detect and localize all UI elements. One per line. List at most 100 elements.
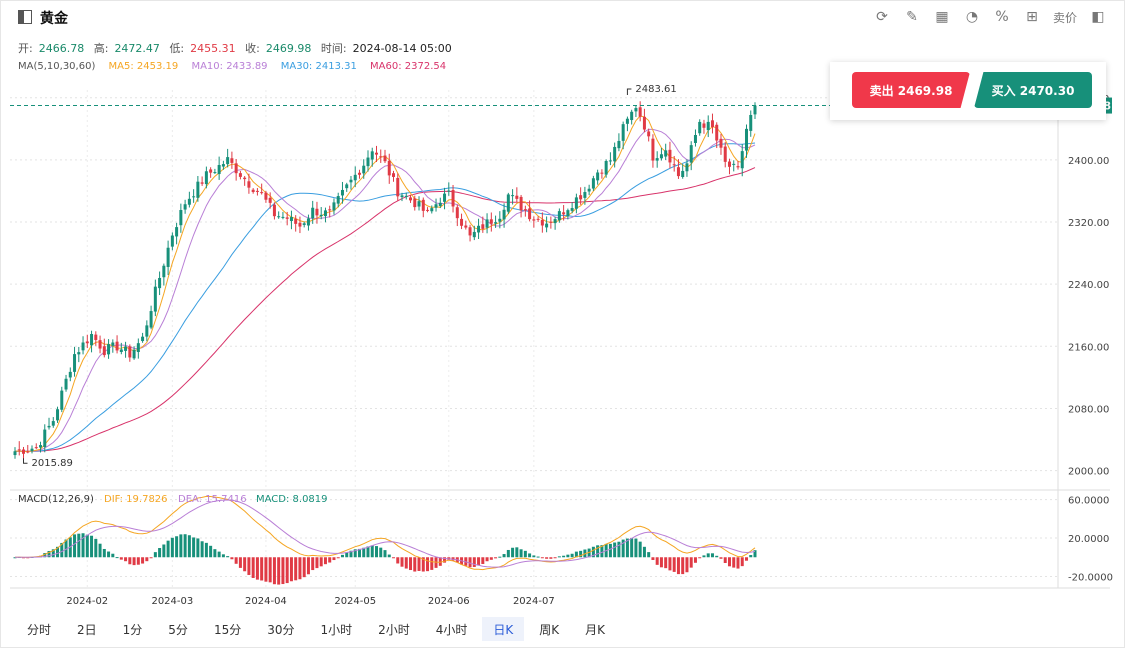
candle-body [625,118,629,124]
tab-6[interactable]: 1小时 [320,622,353,637]
tab-8[interactable]: 4小时 [435,622,468,637]
candle-body [260,192,264,194]
candle-body [192,196,196,198]
low-value: 2455.31 [190,42,236,55]
price-type-toggle[interactable]: 卖价 [1052,10,1077,25]
candle-body [387,160,391,176]
panel-toggle-icon[interactable] [18,10,32,24]
candle-body [579,195,583,200]
candle-body [94,334,98,340]
candle-body [604,160,608,175]
macd-bar [243,557,247,572]
macd-bar [226,556,230,558]
macd-bar [676,557,680,575]
candle-body [472,231,476,238]
macd-bar [672,557,676,572]
ma10-line [14,128,756,452]
tab-0[interactable]: 分时 [27,622,52,637]
candle-body [85,341,89,344]
candle-body [659,154,663,159]
candle-body [357,172,361,175]
macd-bar [209,545,213,558]
macd-bar [170,537,174,558]
macd-bar [136,557,140,565]
buy-button[interactable]: 买入 2470.30 [974,72,1092,108]
candle-body [111,342,115,346]
candle-body [306,218,310,226]
macd-bar [494,557,498,559]
tab-4[interactable]: 15分 [213,622,242,637]
macd-bar [625,538,629,558]
candle-body [413,198,417,208]
macd-bar [562,555,566,558]
refresh-icon[interactable]: ⟳ [876,9,888,25]
candle-body [124,346,128,351]
pie-chart-icon[interactable]: ◔ [965,9,979,25]
macd-bar [323,557,327,565]
macd-bar [600,545,604,558]
candle-body [468,227,472,236]
macd-bar [238,557,242,568]
candle-body [230,158,234,163]
macd-bar [230,557,234,560]
draw-tool-icon[interactable]: ✎ [906,9,918,25]
fullscreen-icon[interactable]: ◧ [1091,9,1105,25]
macd-bar [149,557,153,559]
tab-3[interactable]: 5分 [168,622,188,637]
macd-bar [353,549,357,558]
candle-body [145,325,149,337]
macd-bar [523,550,527,558]
macd-bar [85,534,89,558]
macd-bar [566,554,570,558]
sell-button[interactable]: 卖出 2469.98 [852,72,970,108]
macd-bar [719,557,723,559]
tab-10[interactable]: 周K [539,622,560,637]
macd-bar [400,557,404,567]
open-label: 开: [18,42,33,55]
macd-bar [468,557,472,568]
indicator-icon[interactable]: ▦ [935,9,949,25]
candle-body [34,447,38,449]
tab-11[interactable]: 月K [585,622,606,637]
candle-body [438,202,442,206]
candle-body [511,195,515,197]
low-marker [23,458,28,464]
tab-7[interactable]: 2小时 [378,622,410,637]
macd-bar [119,557,123,560]
candle-body [506,194,510,212]
candle-body [289,217,293,222]
candle-body [30,448,34,451]
candle-body [498,218,502,222]
candle-body [183,204,187,210]
candle-body [638,107,642,117]
macd-bar [90,535,94,558]
candle-body [536,218,540,220]
candle-body [749,114,753,131]
candle-body [664,150,668,157]
macd-bar [477,557,481,566]
tab-5[interactable]: 30分 [267,622,295,637]
candle-body [723,146,727,162]
grid-layout-icon[interactable]: ⊞ [1026,9,1038,25]
candle-body [281,216,285,218]
candle-body [736,166,740,168]
tab-1[interactable]: 2日 [77,622,97,637]
candle-body [630,111,634,121]
percent-icon[interactable]: % [995,9,1009,25]
macd-bar [60,542,64,558]
ma-legend-label: MA(5,10,30,60) [18,61,96,72]
candle-body [651,138,655,161]
candle-body [238,173,242,177]
dif-line [14,495,756,571]
tab-2[interactable]: 1分 [122,622,143,637]
candle-body [39,445,43,448]
candle-body [596,172,600,181]
candle-body [196,181,200,198]
tab-9[interactable]: 日K [482,617,525,641]
macd-bar [302,557,306,578]
macd-bar [94,538,98,558]
macd-bar [247,557,251,575]
macd-bar [404,557,408,569]
candle-body [693,135,697,143]
candle-body [489,219,493,224]
